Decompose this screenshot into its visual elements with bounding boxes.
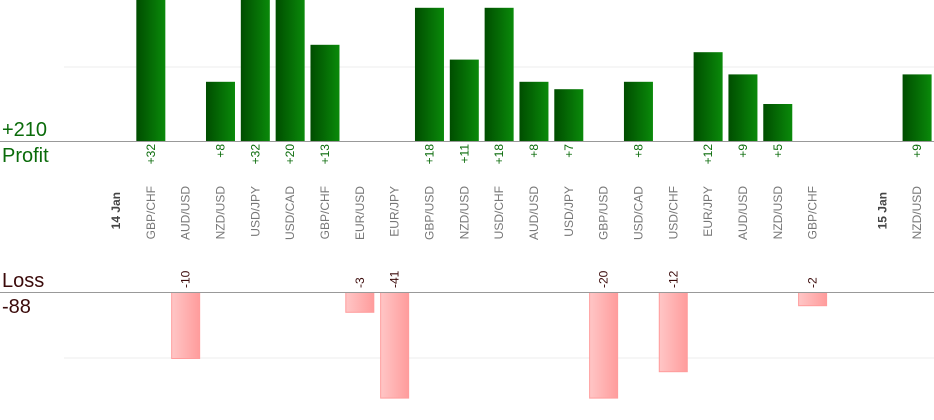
pair-label: USD/CAD [283,186,297,240]
pair-label: AUD/USD [527,186,541,240]
pair-label: GBP/CHF [318,186,332,239]
loss-bar [171,292,201,359]
pair-label: USD/CHF [666,186,680,239]
profit-caption: Profit [2,145,49,167]
pair-label: EUR/JPY [388,186,402,237]
loss-value-label: -20 [597,270,611,288]
profit-value-label: +18 [422,144,436,165]
profit-bar [902,74,932,141]
profit-bar [484,7,514,141]
pair-label: NZD/USD [457,186,471,240]
profit-value-label: +5 [771,144,785,158]
pair-label: GBP/CHF [144,186,158,239]
profit-value-label: +32 [248,144,262,165]
profit-bar [449,59,479,141]
pair-label: AUD/USD [736,186,750,240]
loss-bar [589,292,619,399]
loss-total: -88 [2,296,31,318]
profit-value-label: +12 [701,144,715,165]
loss-bar [345,292,375,313]
profit-value-label: +8 [213,144,227,158]
pair-label: NZD/USD [771,186,785,240]
pair-label: GBP/USD [597,186,611,240]
pair-label: USD/JPY [562,186,576,237]
loss-value-label: -3 [353,277,367,288]
profit-value-label: +32 [144,144,158,165]
profit-bar [693,52,723,142]
loss-bar [658,292,688,373]
pair-label: EUR/JPY [701,186,715,237]
profit-value-label: +8 [631,144,645,158]
loss-caption: Loss [2,270,45,292]
profit-value-label: +13 [318,144,332,165]
pair-label: GBP/CHF [806,186,820,239]
profit-total: +210 [2,119,48,141]
pair-label: EUR/USD [353,186,367,240]
profit-value-label: +18 [492,144,506,165]
pair-label: USD/CAD [631,186,645,240]
profit-bar [623,81,653,141]
profit-bar [763,104,793,141]
loss-value-label: -12 [666,270,680,288]
profit-value-label: +9 [910,144,924,158]
profit-bar [205,81,235,141]
loss-value-label: -2 [806,277,820,288]
pair-label: NZD/USD [910,186,924,240]
profit-bar [310,44,340,141]
profit-value-label: +7 [562,144,576,158]
pair-label: USD/CHF [492,186,506,239]
profit-bar [554,89,584,141]
profit-bar [275,0,305,142]
pair-label: AUD/USD [179,186,193,240]
profit-bar [136,0,166,142]
profit-bar [519,81,549,141]
profit-value-label: +11 [457,144,471,164]
profit-bar [728,74,758,141]
pair-label: USD/JPY [248,186,262,237]
date-label: 14 Jan [109,192,123,229]
loss-bar [798,292,828,307]
pair-label: GBP/USD [422,186,436,240]
pair-label: NZD/USD [213,186,227,240]
loss-value-label: -10 [179,270,193,288]
profit-bar [240,0,270,142]
profit-value-label: +20 [283,144,297,165]
profit-value-label: +8 [527,144,541,158]
loss-bar [380,292,410,399]
date-label: 15 Jan [875,192,889,229]
loss-value-label: -41 [388,270,402,288]
profit-value-label: +9 [736,144,750,158]
profit-bar [414,7,444,141]
